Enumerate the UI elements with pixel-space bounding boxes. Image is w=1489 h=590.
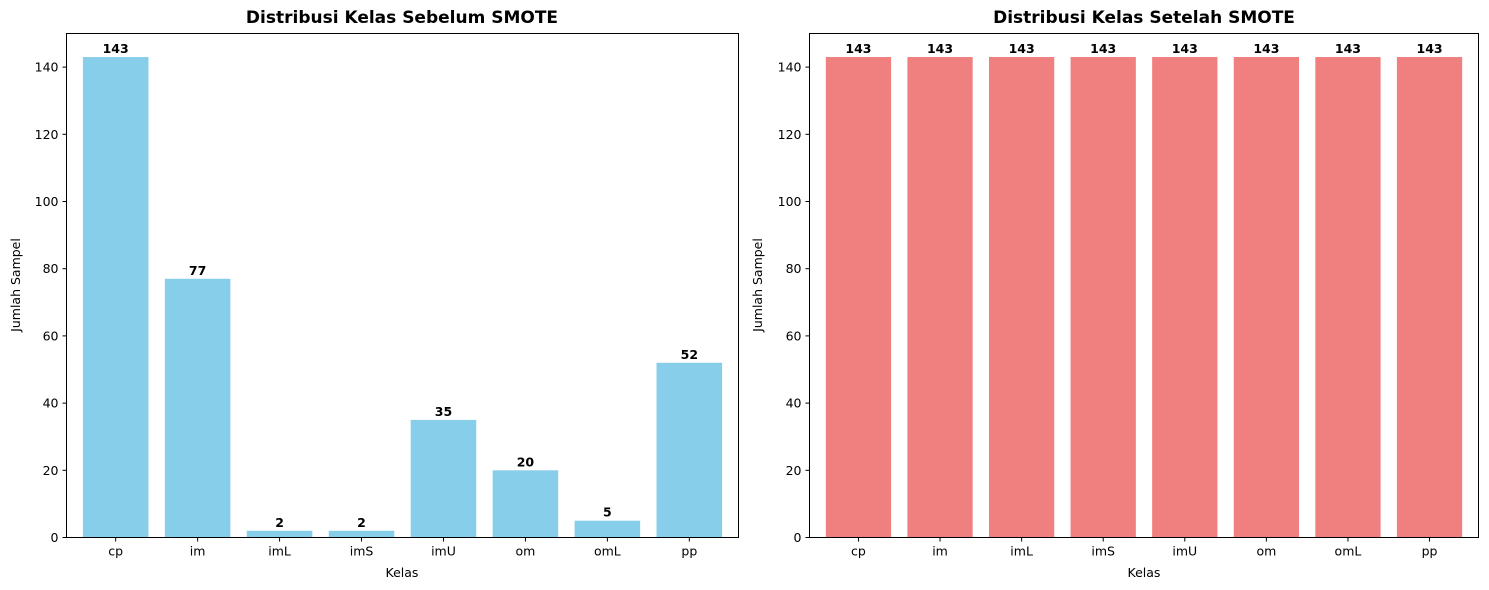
- data-label-imS: 143: [1090, 41, 1116, 56]
- bars-group: [82, 57, 723, 538]
- y-tick-label: 40: [786, 396, 802, 411]
- data-label-om: 20: [517, 454, 535, 469]
- data-labels-group: 143 77 2 2 35 20 5 52: [103, 41, 698, 530]
- data-labels-group: 143 143 143 143 143 143 143 143: [845, 41, 1442, 56]
- bar-cp: [82, 57, 149, 538]
- chart-title: Distribusi Kelas Setelah SMOTE: [993, 8, 1295, 28]
- bar-om: [492, 470, 559, 538]
- bar-imL: [988, 57, 1055, 538]
- y-tick-label: 140: [35, 60, 59, 75]
- y-tick-label: 20: [786, 463, 802, 478]
- y-tick-label: 100: [778, 194, 802, 209]
- x-tick-label-imU: imU: [1172, 544, 1197, 559]
- y-axis-label: Jumlah Sampel: [8, 238, 23, 333]
- x-tick-label-imU: imU: [431, 544, 456, 559]
- y-tick-label: 80: [43, 261, 59, 276]
- x-tick-label-cp: cp: [108, 544, 123, 559]
- x-tick-label-omL: omL: [594, 544, 621, 559]
- x-tick-label-cp: cp: [851, 544, 866, 559]
- bar-pp: [656, 362, 723, 538]
- data-label-imU: 35: [435, 404, 452, 419]
- x-tick-label-pp: pp: [681, 544, 697, 559]
- y-tick-label: 0: [51, 530, 59, 545]
- y-axis-label: Jumlah Sampel: [750, 238, 765, 333]
- bar-imS: [328, 530, 395, 538]
- plot-frame: [66, 33, 739, 538]
- data-label-omL: 143: [1335, 41, 1361, 56]
- data-label-im: 77: [189, 263, 206, 278]
- data-label-imL: 143: [1009, 41, 1035, 56]
- x-ticks-group: cp im imL imS imU om omL pp: [108, 537, 697, 559]
- x-tick-label-imL: imL: [268, 544, 291, 559]
- y-ticks-group: 0 20 40 60 80 100 120 140: [35, 60, 67, 545]
- y-tick-label: 120: [778, 127, 802, 142]
- data-label-pp: 52: [681, 347, 698, 362]
- bar-imU: [1152, 57, 1218, 538]
- x-tick-label-im: im: [190, 544, 206, 559]
- data-label-imU: 143: [1172, 41, 1198, 56]
- plot-frame: [809, 33, 1479, 538]
- data-label-om: 143: [1253, 41, 1279, 56]
- y-tick-label: 40: [43, 396, 59, 411]
- bar-imU: [410, 419, 477, 538]
- data-label-imS: 2: [357, 515, 366, 530]
- data-label-imL: 2: [275, 515, 284, 530]
- bar-im: [907, 57, 973, 538]
- data-label-cp: 143: [845, 41, 871, 56]
- x-tick-label-pp: pp: [1422, 544, 1438, 559]
- bar-pp: [1396, 57, 1463, 538]
- y-tick-label: 80: [786, 261, 802, 276]
- bar-omL: [574, 520, 641, 538]
- data-label-omL: 5: [603, 505, 612, 520]
- x-axis-label: Kelas: [386, 565, 419, 580]
- bar-im: [164, 278, 231, 538]
- bar-om: [1233, 57, 1300, 538]
- y-ticks-group: 0 20 40 60 80 100 120 140: [778, 60, 810, 545]
- x-tick-label-imL: imL: [1010, 544, 1033, 559]
- y-tick-label: 0: [794, 530, 802, 545]
- x-tick-label-imS: imS: [350, 544, 374, 559]
- data-label-cp: 143: [103, 41, 129, 56]
- x-tick-label-omL: omL: [1335, 544, 1362, 559]
- y-tick-label: 100: [35, 194, 59, 209]
- data-label-pp: 143: [1417, 41, 1443, 56]
- y-tick-label: 20: [43, 463, 59, 478]
- y-tick-label: 120: [35, 127, 59, 142]
- data-label-im: 143: [927, 41, 953, 56]
- x-axis-label: Kelas: [1128, 565, 1161, 580]
- bar-imL: [246, 530, 313, 538]
- x-tick-label-imS: imS: [1091, 544, 1115, 559]
- bar-cp: [825, 57, 892, 538]
- chart-after-smote: Distribusi Kelas Setelah SMOTE Kelas Jum…: [750, 8, 1479, 580]
- x-tick-label-im: im: [932, 544, 948, 559]
- y-tick-label: 60: [43, 328, 59, 343]
- bar-imS: [1070, 57, 1136, 538]
- y-tick-label: 140: [778, 60, 802, 75]
- y-tick-label: 60: [786, 328, 802, 343]
- chart-before-smote: Distribusi Kelas Sebelum SMOTE Kelas Jum…: [8, 8, 739, 580]
- bars-group: [825, 57, 1463, 538]
- x-tick-label-om: om: [1256, 544, 1276, 559]
- chart-title: Distribusi Kelas Sebelum SMOTE: [246, 8, 558, 28]
- x-tick-label-om: om: [516, 544, 536, 559]
- bar-omL: [1315, 57, 1381, 538]
- x-ticks-group: cp im imL imS imU om omL pp: [851, 537, 1438, 559]
